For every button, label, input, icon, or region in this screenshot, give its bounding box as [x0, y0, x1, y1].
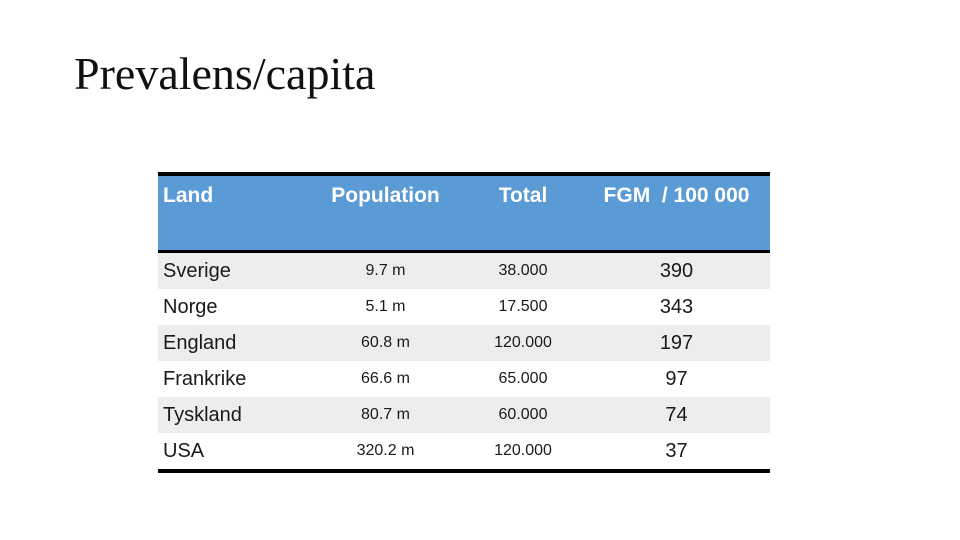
prevalence-table: Land Population Total FGM / 100 000 Sver… [158, 172, 770, 473]
table-row-england: England 60.8 m 120.000 197 [158, 325, 770, 361]
cell-total: 38.000 [498, 262, 548, 279]
cell-population: 9.7 m [365, 262, 406, 279]
cell-land: Sverige [163, 259, 231, 282]
cell-total: 17.500 [498, 298, 548, 315]
cell-total: 120.000 [494, 442, 552, 459]
cell-population: 66.6 m [361, 370, 410, 387]
table-row-sverige: Sverige 9.7 m 38.000 390 [158, 251, 770, 289]
cell-land: England [163, 331, 237, 354]
cell-land: Norge [163, 295, 218, 318]
table-row-tyskland: Tyskland 80.7 m 60.000 74 [158, 397, 770, 433]
table-row-frankrike: Frankrike 66.6 m 65.000 97 [158, 361, 770, 397]
cell-fgm: 74 [665, 403, 688, 426]
slide-title: Prevalens/capita [74, 48, 376, 99]
table-header-row: Land Population Total FGM / 100 000 [158, 174, 770, 252]
column-header-land: Land [158, 174, 308, 252]
cell-land: Frankrike [163, 367, 247, 390]
cell-fgm: 197 [659, 331, 694, 354]
cell-population: 320.2 m [356, 442, 415, 459]
table-row-usa: USA 320.2 m 120.000 37 [158, 433, 770, 471]
column-header-fgm: FGM / 100 000 [583, 174, 770, 252]
cell-population: 5.1 m [365, 298, 406, 315]
column-header-total: Total [463, 174, 583, 252]
cell-total: 120.000 [494, 334, 552, 351]
table-header: Land Population Total FGM / 100 000 [158, 174, 770, 252]
cell-fgm: 343 [659, 295, 694, 318]
column-header-population: Population [308, 174, 463, 252]
cell-land: USA [163, 439, 205, 462]
cell-population: 80.7 m [361, 406, 410, 423]
cell-total: 60.000 [498, 406, 548, 423]
cell-total: 65.000 [498, 370, 548, 387]
cell-land: Tyskland [163, 403, 242, 426]
cell-fgm: 37 [665, 439, 688, 462]
cell-fgm: 390 [659, 259, 694, 282]
cell-population: 60.8 m [361, 334, 410, 351]
table-row-norge: Norge 5.1 m 17.500 343 [158, 289, 770, 325]
table-body: Sverige 9.7 m 38.000 390 Norge 5.1 m 17.… [158, 251, 770, 472]
cell-fgm: 97 [665, 367, 688, 390]
